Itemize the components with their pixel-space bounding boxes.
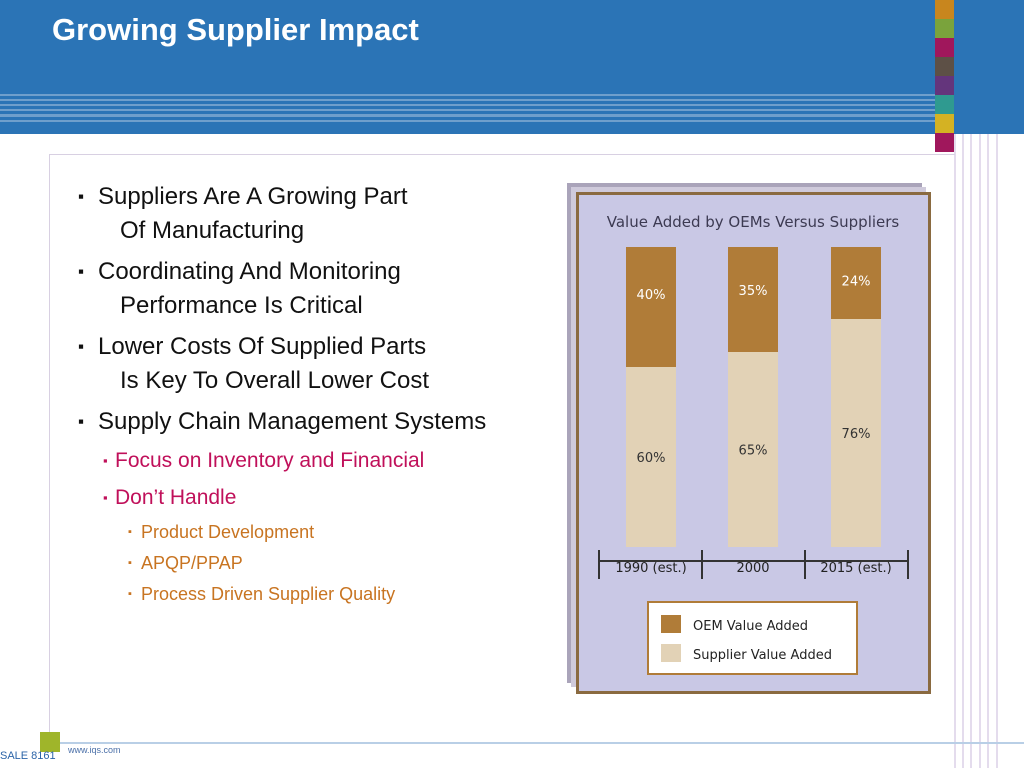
legend-label-supplier: Supplier Value Added [693,648,832,663]
header-stripe [0,99,935,101]
bullet-item-level-3: ▪ APQP/PPAP [78,551,568,575]
bar-supplier-2 [831,319,881,547]
footer-url: www.iqs.com [68,745,121,755]
color-swatch [935,57,954,76]
chart-panel: Value Added by OEMs Versus Suppliers 60% 4… [576,192,931,694]
decorative-line [987,134,989,768]
data-label-oem-0: 40% [637,288,666,303]
bullet-text: Of Manufacturing [120,217,305,244]
decorative-line [954,134,956,768]
bullet-item-level-3: ▪ Process Driven Supplier Quality [78,582,568,606]
bullet-text: Coordinating And Monitoring [98,258,401,285]
data-label-supplier-0: 60% [637,451,666,466]
square-bullet-icon: ▪ [128,526,132,538]
bullet-text: Performance Is Critical [120,292,363,319]
slide-header: Growing Supplier Impact [0,0,1024,134]
bullet-text: Don’t Handle [115,486,237,509]
bullet-list: ▪ Suppliers Are A Growing Part Of Manufact… [78,180,568,613]
x-tick-label-1: 2000 [736,561,769,576]
decorative-line [996,134,998,768]
color-swatch [935,38,954,57]
footer-line [49,742,1024,744]
color-swatch [935,95,954,114]
square-bullet-icon: ▪ [103,453,108,468]
square-bullet-icon: ▪ [128,557,132,569]
square-bullet-icon: ▪ [103,490,108,505]
bullet-item-level-3: ▪ Product Development [78,520,568,544]
bullet-text: Focus on Inventory and Financial [115,449,425,472]
legend-label-oem: OEM Value Added [693,619,808,634]
header-stripe [0,94,935,96]
bullet-item-level-2: ▪ Focus on Inventory and Financial [78,446,568,475]
legend-swatch-oem [661,615,681,633]
square-bullet-icon: ▪ [78,187,85,206]
bullet-text: APQP/PPAP [141,553,243,573]
bullet-item-level-1: ▪ Supply Chain Management Systems [78,405,568,439]
bullet-text: Product Development [141,522,315,542]
square-bullet-icon: ▪ [78,412,85,431]
content-frame [49,154,955,744]
color-swatch [935,133,954,152]
header-stripe [0,114,935,117]
data-label-oem-2: 24% [842,274,871,289]
bar-supplier-0 [626,367,676,547]
decorative-line [970,134,972,768]
header-stripe [0,104,935,106]
square-bullet-icon: ▪ [78,262,85,281]
bullet-text: Lower Costs Of Supplied Parts [98,333,427,360]
footer-slide-id: SALE 8161 [0,750,56,762]
legend-swatch-supplier [661,644,681,662]
bullet-text: Is Key To Overall Lower Cost [120,367,430,394]
bar-oem-1 [728,247,778,352]
square-bullet-icon: ▪ [128,588,132,600]
bullet-text: Suppliers Are A Growing Part [98,183,408,210]
data-label-supplier-1: 65% [739,444,768,459]
data-label-oem-1: 35% [739,284,768,299]
square-bullet-icon: ▪ [78,337,85,356]
slide-title: Growing Supplier Impact [52,12,419,47]
x-tick-label-2: 2015 (est.) [820,561,891,576]
decorative-line [979,134,981,768]
color-swatch [935,114,954,133]
bar-oem-2 [831,247,881,319]
decorative-line [962,134,964,768]
legend-box [647,601,858,675]
chart-title: Value Added by OEMs Versus Suppliers [607,213,900,231]
color-swatch [935,76,954,95]
header-stripe [0,109,935,111]
footer-logo-square [40,732,60,752]
color-swatch [935,0,954,19]
bullet-text: Process Driven Supplier Quality [141,584,396,604]
header-stripe [0,120,935,122]
bullet-item-level-1: ▪ Suppliers Are A Growing Part Of Manufact… [78,180,568,248]
bullet-item-level-1: ▪ Coordinating And Monitoring Performance … [78,255,568,323]
bullet-text: Supply Chain Management Systems [98,408,487,435]
x-tick-label-0: 1990 (est.) [615,561,686,576]
color-swatch [935,19,954,38]
stacked-bar-chart: Value Added by OEMs Versus Suppliers 60% 4… [598,213,909,675]
color-swatch-column [935,0,954,155]
bar-oem-0 [626,247,676,367]
chart-figure: Value Added by OEMs Versus Suppliers 60% 4… [567,183,933,695]
data-label-supplier-2: 76% [842,427,871,442]
bar-supplier-1 [728,352,778,547]
bullet-item-level-2: ▪ Don’t Handle [78,483,568,512]
bullet-item-level-1: ▪ Lower Costs Of Supplied Parts Is Key To … [78,330,568,398]
